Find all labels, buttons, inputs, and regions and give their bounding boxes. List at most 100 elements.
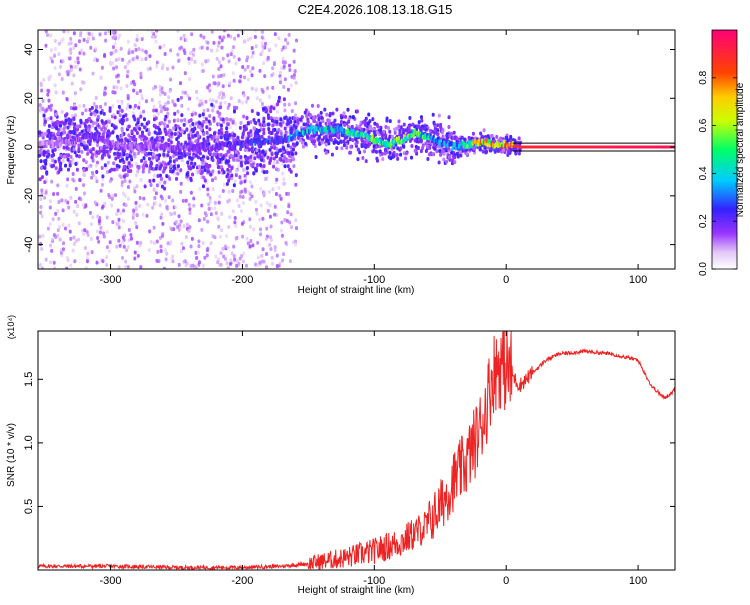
spectrogram-noise-cell xyxy=(268,189,272,194)
spectrogram-band-cell xyxy=(168,155,172,160)
spectrogram-noise-cell xyxy=(61,158,65,163)
spectrogram-band-cell xyxy=(91,121,95,126)
spectrogram-noise-cell xyxy=(176,30,180,33)
spectrogram-band-cell xyxy=(262,163,266,168)
spectrogram-band-cell xyxy=(69,154,73,159)
spectrogram-band-cell xyxy=(216,164,220,169)
spectrogram-noise-cell xyxy=(134,161,138,166)
spectrogram-band-cell xyxy=(272,143,276,148)
spectrogram-noise-cell xyxy=(222,72,226,77)
spectrogram-band-cell xyxy=(207,163,211,168)
spectrogram-noise-cell xyxy=(286,191,290,196)
spectrogram-band-cell xyxy=(226,149,230,154)
spectrogram-noise-cell xyxy=(288,259,292,264)
spectrogram-noise-cell xyxy=(94,95,98,100)
spectrogram-ridge-cell xyxy=(460,145,463,151)
spectrogram-noise-cell xyxy=(202,35,206,40)
spectrogram-noise-cell xyxy=(213,176,217,181)
spectrogram-band-cell xyxy=(198,151,202,156)
spectrogram-noise-cell xyxy=(77,39,81,44)
spectrogram-noise-cell xyxy=(194,111,198,116)
spectrogram-band-cell xyxy=(206,156,210,161)
spectrogram-noise-cell xyxy=(289,225,293,230)
snr-xtick-label: -100 xyxy=(363,575,385,587)
spectrogram-band-cell xyxy=(342,143,346,148)
spectrogram-noise-cell xyxy=(152,167,156,172)
spectrogram-noise-cell xyxy=(243,75,247,80)
spectrogram-band-cell xyxy=(517,136,521,141)
spectrogram-band-cell xyxy=(232,132,236,137)
spectrogram-noise-cell xyxy=(124,248,128,253)
spectrogram-noise-cell xyxy=(232,244,236,249)
spectrogram-band-cell xyxy=(127,169,131,174)
spectrogram-noise-cell xyxy=(83,228,87,233)
spectrogram-noise-cell xyxy=(194,121,198,126)
spectrogram-noise-cell xyxy=(275,253,279,258)
spectrogram-band-cell xyxy=(499,137,503,142)
snr-series-line xyxy=(38,331,675,570)
spectrogram-noise-cell xyxy=(134,205,138,210)
spectrogram-noise-cell xyxy=(60,76,64,81)
spectrogram-band-cell xyxy=(262,119,266,124)
spectrogram-noise-cell xyxy=(279,228,283,233)
spectrogram-noise-cell xyxy=(288,220,292,225)
spectrogram-noise-cell xyxy=(294,239,298,244)
spectrogram-band-cell xyxy=(175,157,179,162)
spectrogram-noise-cell xyxy=(240,100,244,105)
spectrogram-band-cell xyxy=(413,148,417,153)
spectrogram-noise-cell xyxy=(198,103,202,108)
spectrogram-noise-cell xyxy=(173,103,177,108)
spectrogram-band-cell xyxy=(206,138,210,143)
spectrogram-band-cell xyxy=(166,124,170,129)
spectrogram-noise-cell xyxy=(277,36,281,41)
spectrogram-noise-cell xyxy=(241,234,245,239)
spectrogram-noise-cell xyxy=(180,241,184,246)
spectrogram-band-cell xyxy=(210,178,214,183)
spectrogram-noise-cell xyxy=(72,46,76,51)
spectrogram-noise-cell xyxy=(105,255,109,260)
spectrogram-noise-cell xyxy=(73,113,77,118)
spectrogram-band-cell xyxy=(332,140,336,145)
spectrogram-band-cell xyxy=(221,117,225,122)
spectrogram-band-cell xyxy=(58,163,62,168)
spectrogram-noise-cell xyxy=(140,96,144,101)
spectrogram-noise-cell xyxy=(118,173,122,178)
spectrogram-band-cell xyxy=(417,124,421,129)
spectrogram-band-cell xyxy=(202,164,206,169)
spectrogram-band-cell xyxy=(142,117,146,122)
spectrogram-band-cell xyxy=(381,157,385,162)
spectrogram-band-cell xyxy=(49,107,53,112)
spectrogram-noise-cell xyxy=(238,194,242,199)
spectrogram-noise-cell xyxy=(294,182,298,187)
spectrogram-noise-cell xyxy=(40,188,44,193)
spectrogram-noise-cell xyxy=(76,204,80,209)
snr-xtick-label: 100 xyxy=(629,575,647,587)
spectrogram-noise-cell xyxy=(132,208,136,213)
spectrogram-band-cell xyxy=(239,155,243,160)
spectrogram-noise-cell xyxy=(259,203,263,208)
spectrogram-noise-cell xyxy=(131,215,135,220)
spectrogram-noise-cell xyxy=(171,198,175,203)
spectrogram-band-cell xyxy=(51,158,55,163)
spectrogram-noise-cell xyxy=(44,190,48,195)
spectrogram-noise-cell xyxy=(47,98,51,103)
spectrogram-noise-cell xyxy=(255,211,259,216)
spectrogram-noise-cell xyxy=(54,211,58,216)
spectrogram-band-cell xyxy=(327,118,331,123)
spectrogram-noise-cell xyxy=(249,69,253,74)
spectrogram-noise-cell xyxy=(159,244,163,249)
spectrogram-noise-cell xyxy=(91,158,95,163)
spectrogram-noise-cell xyxy=(191,52,195,57)
spectrogram-band-cell xyxy=(263,123,267,128)
spectrogram-noise-cell xyxy=(112,85,116,90)
spectrogram-noise-cell xyxy=(154,201,158,206)
spectrogram-noise-cell xyxy=(243,67,247,72)
spectrogram-xlabel: Height of straight line (km) xyxy=(298,285,415,296)
spectrogram-noise-cell xyxy=(222,182,226,187)
spectrogram-band-cell xyxy=(202,137,206,142)
spectrogram-noise-cell xyxy=(120,183,124,188)
spectrogram-noise-cell xyxy=(104,38,108,43)
spectrogram-noise-cell xyxy=(286,210,290,215)
spectrogram-band-cell xyxy=(77,143,81,148)
spectrogram-band-cell xyxy=(483,145,487,150)
